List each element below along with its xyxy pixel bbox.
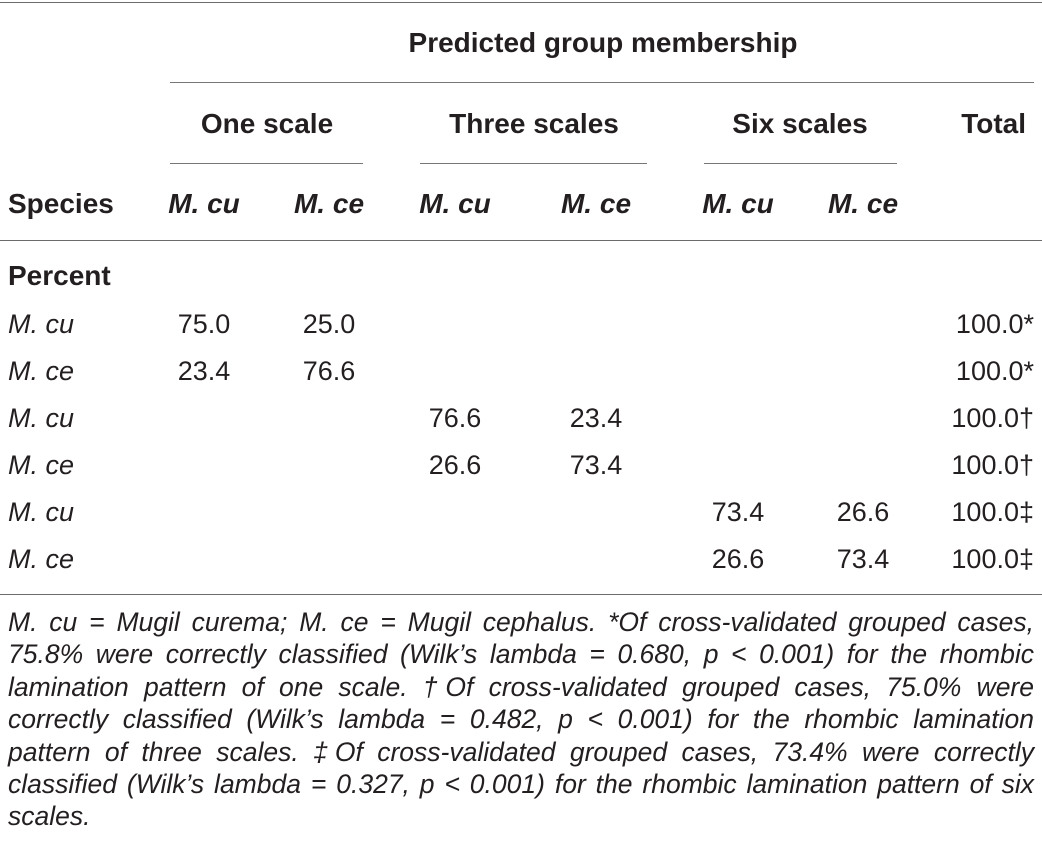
header-bottom-rule bbox=[0, 240, 1042, 241]
row-total: 100.0† bbox=[951, 403, 1034, 433]
row-species: M. ce bbox=[8, 450, 75, 480]
table-bottom-rule bbox=[0, 594, 1042, 595]
row-species: M. cu bbox=[8, 403, 75, 433]
spanner-rule bbox=[170, 82, 1034, 83]
subcol-header-one-ce: M. ce bbox=[293, 188, 365, 219]
group-rule-three-scales bbox=[420, 163, 647, 164]
table-cell: 26.6 bbox=[836, 497, 890, 527]
subcol-header-three-cu: M. cu bbox=[419, 188, 491, 219]
table-cell: 23.4 bbox=[177, 356, 231, 386]
table-cell: 23.4 bbox=[569, 403, 623, 433]
row-total: 100.0‡ bbox=[951, 497, 1034, 527]
row-total: 100.0‡ bbox=[951, 544, 1034, 574]
row-total: 100.0* bbox=[955, 356, 1034, 386]
table-cell: 76.6 bbox=[302, 356, 356, 386]
table-cell: 26.6 bbox=[428, 450, 482, 480]
group-header-six-scales: Six scales bbox=[732, 108, 868, 139]
group-header-three-scales: Three scales bbox=[449, 108, 619, 139]
table-cell: 25.0 bbox=[302, 309, 356, 339]
total-header: Total bbox=[961, 108, 1026, 139]
group-rule-one-scale bbox=[170, 163, 363, 164]
row-species: M. cu bbox=[8, 309, 75, 339]
subcol-header-six-cu: M. cu bbox=[702, 188, 774, 219]
group-header-one-scale: One scale bbox=[200, 108, 334, 139]
subcol-header-six-ce: M. ce bbox=[827, 188, 899, 219]
table-cell: 73.4 bbox=[711, 497, 765, 527]
group-rule-six-scales bbox=[704, 163, 897, 164]
table-footnote: M. cu = Mugil curema; M. ce = Mugil ceph… bbox=[8, 607, 1034, 832]
table-cell: 73.4 bbox=[569, 450, 623, 480]
section-label-percent: Percent bbox=[8, 260, 111, 291]
table-cell: 73.4 bbox=[836, 544, 890, 574]
species-header: Species bbox=[8, 188, 114, 219]
row-total: 100.0* bbox=[955, 309, 1034, 339]
row-species: M. ce bbox=[8, 356, 75, 386]
table-top-rule bbox=[0, 2, 1042, 3]
subcol-header-one-cu: M. cu bbox=[168, 188, 240, 219]
table-cell: 26.6 bbox=[711, 544, 765, 574]
row-species: M. cu bbox=[8, 497, 75, 527]
row-species: M. ce bbox=[8, 544, 75, 574]
table-cell: 75.0 bbox=[177, 309, 231, 339]
row-total: 100.0† bbox=[951, 450, 1034, 480]
subcol-header-three-ce: M. ce bbox=[560, 188, 632, 219]
spanner-header: Predicted group membership bbox=[408, 27, 798, 58]
table-cell: 76.6 bbox=[428, 403, 482, 433]
